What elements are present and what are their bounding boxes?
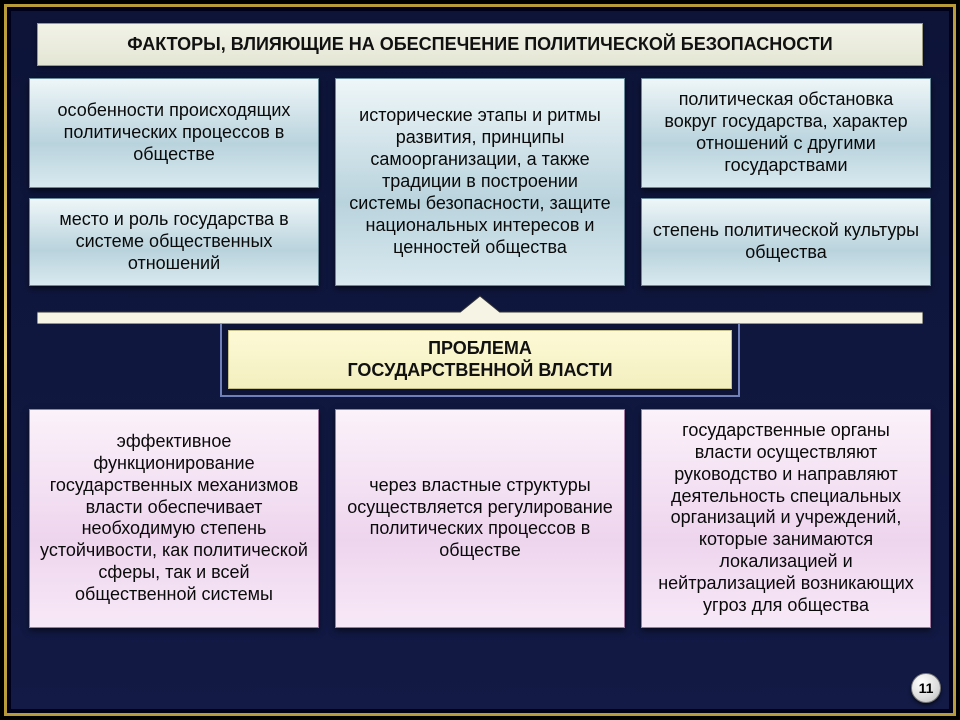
factor-box: особенности происходящих политических пр… bbox=[29, 78, 319, 188]
problem-title: ПРОБЛЕМА ГОСУДАРСТВЕННОЙ ВЛАСТИ bbox=[228, 330, 732, 389]
factor-box: исторические этапы и ритмы развития, при… bbox=[335, 78, 625, 286]
bottom-grid: эффективное функционирование государстве… bbox=[29, 409, 931, 629]
power-box: через властные структуры осуществляется … bbox=[335, 409, 625, 629]
top-factor-grid: особенности происходящих политических пр… bbox=[29, 78, 931, 286]
slide-panel: ФАКТОРЫ, ВЛИЯЮЩИЕ НА ОБЕСПЕЧЕНИЕ ПОЛИТИЧ… bbox=[11, 11, 949, 709]
power-box: эффективное функционирование государстве… bbox=[29, 409, 319, 629]
factor-box: место и роль государства в системе общес… bbox=[29, 198, 319, 286]
problem-line1: ПРОБЛЕМА bbox=[428, 338, 532, 358]
page-number-badge: 11 bbox=[911, 673, 941, 703]
factor-box: политическая обстановка вокруг государст… bbox=[641, 78, 931, 188]
page-number: 11 bbox=[919, 680, 934, 696]
factor-box: степень политической культуры общества bbox=[641, 198, 931, 286]
gold-frame: ФАКТОРЫ, ВЛИЯЮЩИЕ НА ОБЕСПЕЧЕНИЕ ПОЛИТИЧ… bbox=[4, 4, 956, 716]
arrow-shape bbox=[37, 296, 923, 324]
power-box: государственные органы власти осуществля… bbox=[641, 409, 931, 629]
problem-frame: ПРОБЛЕМА ГОСУДАРСТВЕННОЙ ВЛАСТИ bbox=[220, 322, 740, 397]
problem-line2: ГОСУДАРСТВЕННОЙ ВЛАСТИ bbox=[347, 360, 612, 380]
slide-title: ФАКТОРЫ, ВЛИЯЮЩИЕ НА ОБЕСПЕЧЕНИЕ ПОЛИТИЧ… bbox=[37, 23, 923, 66]
upward-arrow bbox=[37, 294, 923, 324]
